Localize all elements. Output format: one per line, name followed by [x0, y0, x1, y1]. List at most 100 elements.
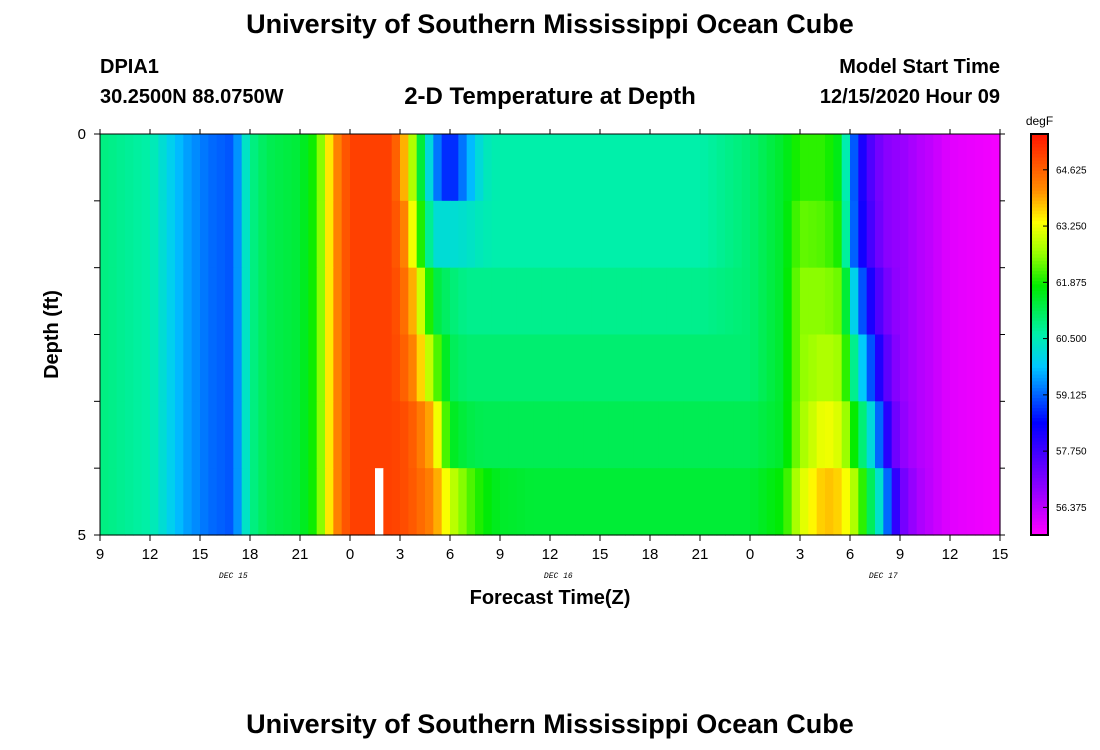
heatmap-cell: [541, 334, 551, 402]
heatmap-cell: [833, 468, 843, 536]
heatmap-cell: [608, 267, 618, 336]
heatmap-cell: [833, 134, 843, 202]
heatmap-cell: [341, 401, 351, 469]
heatmap-cell: [975, 401, 984, 469]
heatmap-cell: [233, 200, 243, 269]
heatmap-cell: [191, 401, 201, 469]
heatmap-cell: [933, 468, 943, 536]
heatmap-cell: [158, 267, 168, 336]
heatmap-cell: [416, 401, 426, 469]
heatmap-cell: [100, 267, 109, 336]
heatmap-cell: [616, 134, 626, 202]
colorbar-strip: [1031, 384, 1048, 389]
heatmap-cell: [925, 200, 934, 269]
colorbar-strip: [1031, 297, 1048, 302]
heatmap-cell: [858, 401, 868, 469]
heatmap-cell: [350, 267, 359, 336]
heatmap-cell: [625, 334, 634, 402]
colorbar-tick-label: 59.125: [1056, 390, 1087, 401]
heatmap-cell: [808, 401, 818, 469]
heatmap-cell: [841, 468, 851, 536]
heatmap-cell: [108, 468, 118, 536]
heatmap-cell: [458, 200, 468, 269]
x-tick-label: 6: [446, 546, 454, 563]
heatmap-cell: [675, 401, 684, 469]
colorbar-strip: [1031, 184, 1048, 189]
heatmap-cell: [683, 267, 693, 336]
heatmap-cell: [108, 134, 118, 202]
colorbar-strip: [1031, 327, 1048, 332]
colorbar-strip: [1031, 317, 1048, 322]
heatmap-cell: [400, 468, 409, 536]
heatmap-cell: [191, 200, 201, 269]
heatmap-cell: [408, 401, 418, 469]
x-tick-label: 15: [192, 546, 209, 563]
x-tick-label: 18: [242, 546, 259, 563]
heatmap-cell: [950, 267, 959, 336]
colorbar-strip: [1031, 254, 1048, 259]
heatmap-cell: [266, 334, 276, 402]
heatmap-cell: [616, 200, 626, 269]
heatmap-cell: [616, 468, 626, 536]
heatmap-cell: [533, 267, 543, 336]
colorbar-strip: [1031, 314, 1048, 319]
heatmap-cell: [466, 134, 476, 202]
heatmap-cell: [183, 468, 193, 536]
heatmap-cell: [966, 267, 976, 336]
heatmap-cell: [408, 334, 418, 402]
heatmap-cell: [891, 134, 901, 202]
heatmap-cell: [125, 468, 134, 536]
heatmap-cell: [633, 200, 643, 269]
heatmap-cell: [141, 468, 151, 536]
heatmap-cell: [783, 468, 793, 536]
heatmap-cell: [725, 334, 734, 402]
heatmap-cell: [341, 200, 351, 269]
heatmap-cell: [175, 200, 184, 269]
heatmap-cell: [225, 134, 234, 202]
heatmap-cell: [433, 200, 443, 269]
heatmap-cell: [250, 334, 259, 402]
heatmap-cell: [900, 401, 909, 469]
heatmap-cell: [733, 468, 743, 536]
heatmap-cell: [208, 267, 218, 336]
colorbar-strip: [1031, 394, 1048, 399]
heatmap-cell: [225, 468, 234, 536]
colorbar-strip: [1031, 488, 1048, 493]
heatmap-cell: [458, 468, 468, 536]
heatmap-cell: [633, 134, 643, 202]
heatmap-cell: [616, 267, 626, 336]
colorbar-strip: [1031, 207, 1048, 212]
colorbar-strip: [1031, 418, 1048, 422]
heatmap-cell: [658, 200, 668, 269]
heatmap-cell: [491, 334, 501, 402]
heatmap-cell: [808, 334, 818, 402]
heatmap-cell: [525, 267, 534, 336]
heatmap-cell: [491, 134, 501, 202]
heatmap-cell: [191, 334, 201, 402]
heatmap-cell: [133, 334, 143, 402]
heatmap-cell: [891, 200, 901, 269]
heatmap-cell: [391, 267, 401, 336]
heatmap-cell: [950, 200, 959, 269]
heatmap-cell: [816, 401, 826, 469]
heatmap-cell: [250, 468, 259, 536]
heatmap-cell: [358, 267, 368, 336]
heatmap-cell: [733, 401, 743, 469]
heatmap-cell: [433, 267, 443, 336]
heatmap-cell: [216, 401, 226, 469]
heatmap-cell: [708, 401, 718, 469]
heatmap-cell: [358, 334, 368, 402]
heatmap-cell: [666, 134, 676, 202]
colorbar-strip: [1031, 428, 1048, 433]
heatmap-cell: [966, 401, 976, 469]
colorbar-strip: [1031, 274, 1048, 279]
heatmap-cell: [325, 334, 334, 402]
heatmap-cell: [850, 468, 859, 536]
colorbar-strip: [1031, 377, 1048, 382]
heatmap-cell: [275, 134, 284, 202]
heatmap-cell: [441, 334, 451, 402]
heatmap-cell: [191, 468, 201, 536]
heatmap-cell: [958, 401, 968, 469]
heatmap-cell: [583, 267, 593, 336]
heatmap-cell: [166, 134, 176, 202]
